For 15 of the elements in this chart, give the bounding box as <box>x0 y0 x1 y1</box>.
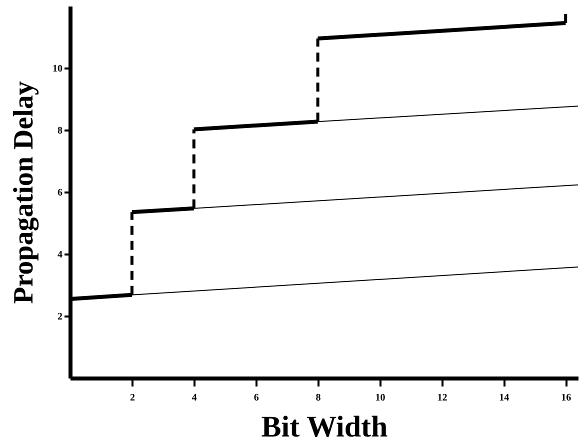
x-axis-title: Bit Width <box>261 410 388 444</box>
x-tick-label: 6 <box>254 392 259 404</box>
y-tick-label: 4 <box>58 250 62 260</box>
x-tick-label: 16 <box>561 392 572 404</box>
y-axis-title: Propagation Delay <box>8 81 40 304</box>
y-tick-label: 2 <box>58 312 62 322</box>
x-tick-label: 14 <box>499 392 510 404</box>
x-tick-label: 2 <box>130 392 135 404</box>
x-tick-label: 8 <box>316 392 321 404</box>
x-tick-label: 10 <box>375 392 386 404</box>
x-tick-label: 12 <box>437 392 448 404</box>
y-tick-label: 6 <box>58 188 62 198</box>
y-tick-label: 8 <box>58 126 62 136</box>
x-tick-label: 4 <box>192 392 197 404</box>
y-tick-label: 10 <box>52 64 62 74</box>
